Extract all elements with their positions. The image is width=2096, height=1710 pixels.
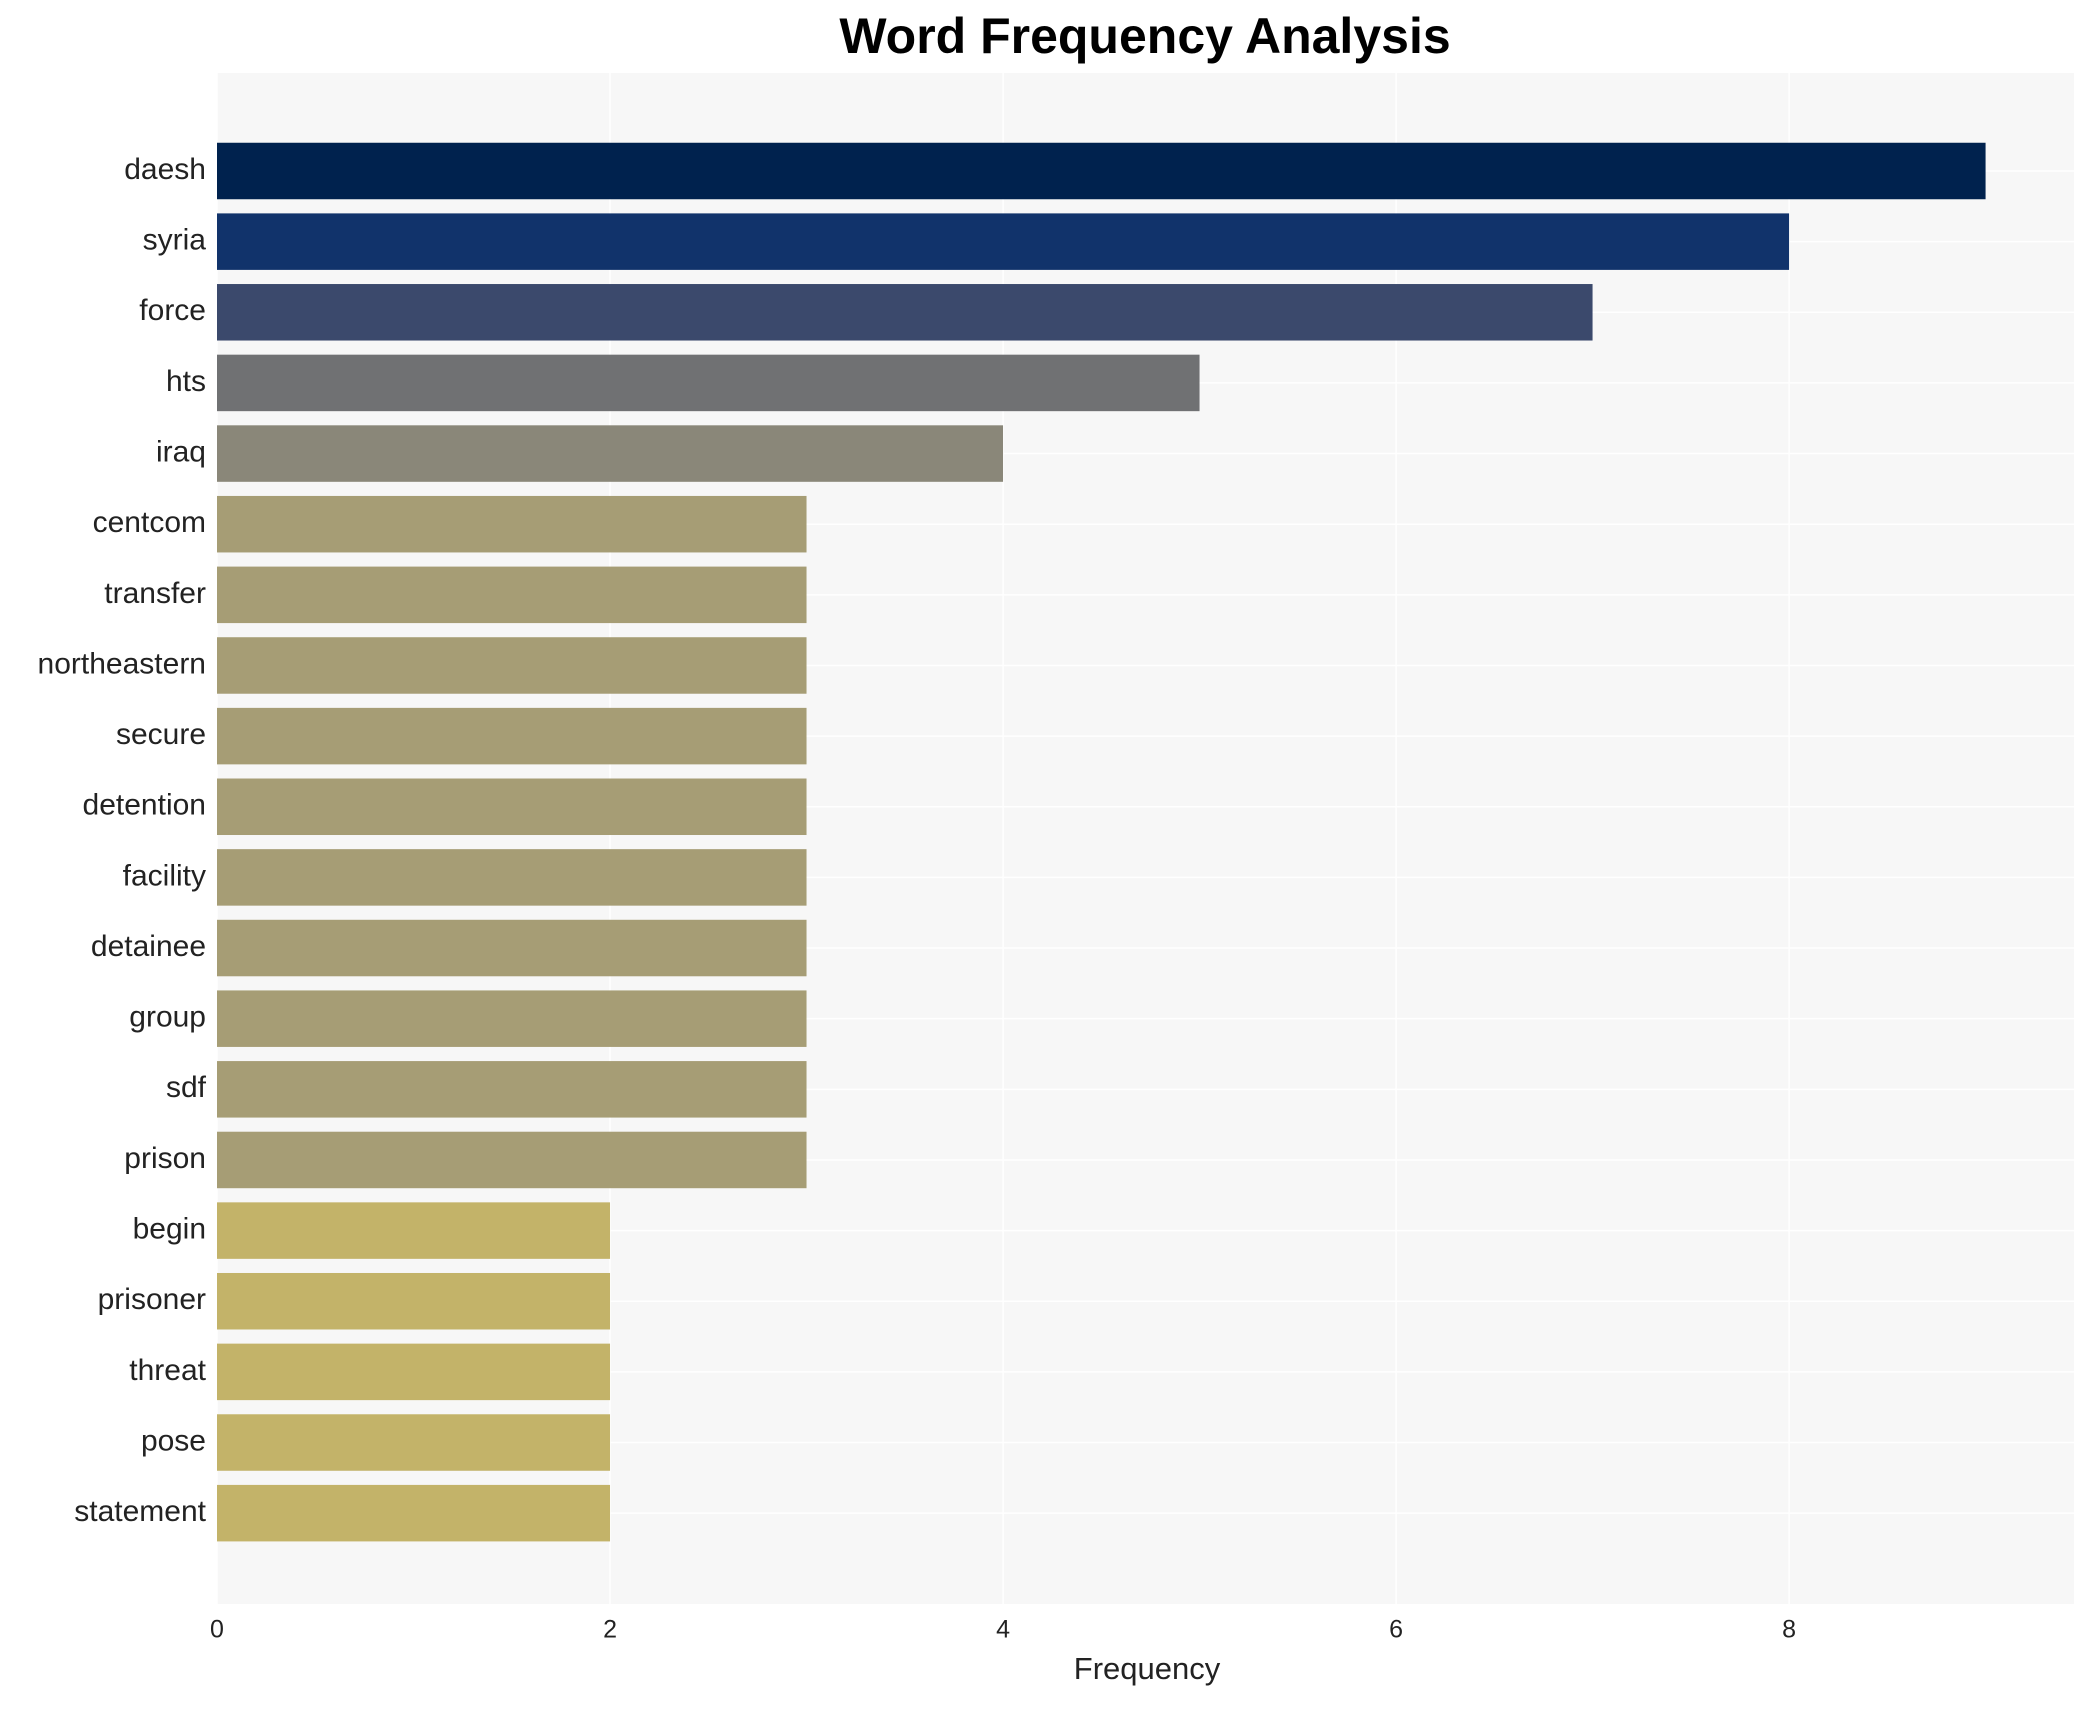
y-tick-label: threat bbox=[129, 1354, 206, 1387]
y-tick-label: facility bbox=[123, 859, 206, 892]
bar bbox=[217, 566, 807, 624]
y-tick-label: secure bbox=[116, 718, 206, 751]
y-tick-label: prisoner bbox=[98, 1283, 206, 1316]
x-axis-label: Frequency bbox=[1074, 1651, 1221, 1686]
y-tick-label: hts bbox=[166, 365, 206, 398]
bar bbox=[217, 778, 807, 836]
bar bbox=[217, 1343, 611, 1401]
chart-title: Word Frequency Analysis bbox=[839, 8, 1450, 64]
bar bbox=[217, 1131, 807, 1189]
bar bbox=[217, 142, 1986, 200]
bar bbox=[217, 425, 1004, 482]
bar bbox=[217, 354, 1200, 412]
y-tick-label: sdf bbox=[166, 1071, 207, 1104]
y-tick-label: begin bbox=[133, 1213, 206, 1246]
bar bbox=[217, 849, 807, 906]
bar bbox=[217, 637, 807, 694]
x-tick-label: 2 bbox=[603, 1616, 617, 1644]
y-tick-label: daesh bbox=[124, 153, 206, 186]
bar bbox=[217, 1202, 611, 1259]
bar bbox=[217, 495, 807, 553]
y-tick-label: detainee bbox=[91, 930, 206, 963]
y-tick-label: group bbox=[129, 1001, 206, 1034]
bar bbox=[217, 990, 807, 1047]
y-tick-label: centcom bbox=[93, 506, 206, 539]
x-tick-label: 0 bbox=[210, 1616, 224, 1644]
x-tick-label: 8 bbox=[1782, 1616, 1796, 1644]
y-tick-label: force bbox=[139, 294, 206, 327]
y-tick-label: northeastern bbox=[38, 647, 206, 680]
y-tick-label: detention bbox=[83, 789, 206, 822]
bar bbox=[217, 707, 807, 765]
bar bbox=[217, 213, 1790, 270]
bar bbox=[217, 1272, 611, 1330]
y-tick-label: pose bbox=[141, 1424, 206, 1457]
y-tick-label: transfer bbox=[104, 577, 206, 610]
y-tick-label: statement bbox=[74, 1495, 206, 1528]
y-tick-label: iraq bbox=[156, 435, 206, 468]
x-tick-label: 6 bbox=[1389, 1616, 1403, 1644]
bar bbox=[217, 1414, 611, 1471]
bar bbox=[217, 1061, 807, 1118]
y-tick-label: prison bbox=[124, 1142, 206, 1175]
y-tick-label: syria bbox=[143, 224, 207, 257]
x-tick-label: 4 bbox=[996, 1616, 1010, 1644]
bar bbox=[217, 1484, 611, 1542]
bar bbox=[217, 284, 1593, 341]
bar bbox=[217, 919, 807, 977]
